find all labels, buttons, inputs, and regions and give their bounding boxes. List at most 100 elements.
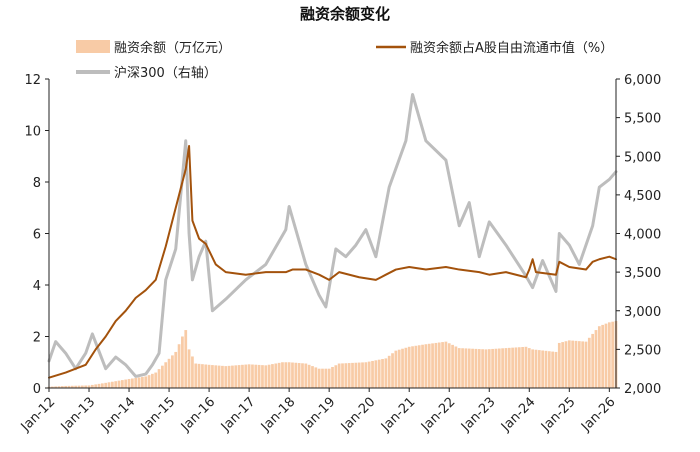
balance-bar <box>427 343 431 388</box>
x-tick-label: Jan-24 <box>498 395 539 436</box>
balance-bar <box>347 363 351 388</box>
balance-bar <box>411 346 414 388</box>
balance-bar <box>554 351 558 388</box>
x-tick-label: Jan-19 <box>298 395 339 436</box>
balance-bar <box>481 349 484 388</box>
balance-bar <box>201 364 204 388</box>
left-tick-label: 12 <box>24 73 41 88</box>
x-tick-label: Jan-21 <box>378 395 419 436</box>
x-tick-label: Jan-15 <box>138 395 179 436</box>
balance-bar <box>384 358 388 388</box>
ratio-line <box>48 144 617 379</box>
balance-bar <box>261 365 264 388</box>
x-tick-label: Jan-20 <box>338 395 379 436</box>
balance-bar <box>351 362 354 388</box>
balance-bar <box>211 365 214 388</box>
left-tick-label: 2 <box>33 331 41 346</box>
axes <box>48 79 617 389</box>
balance-bar <box>591 333 595 388</box>
balance-bar <box>357 362 361 388</box>
x-tick-label: Jan-16 <box>178 395 219 436</box>
balance-bar <box>514 347 518 388</box>
balance-bar <box>337 363 341 388</box>
balance-bar <box>164 362 168 388</box>
chart-title: 融资余额变化 <box>300 5 390 23</box>
balance-bar <box>394 350 398 388</box>
left-axis-ticks: 0 2 4 6 8 10 12 <box>24 73 49 397</box>
x-tick-label: Jan-13 <box>58 395 99 436</box>
x-tick-label: Jan-23 <box>458 395 499 436</box>
balance-bar <box>187 349 191 389</box>
balance-bar <box>114 381 118 388</box>
balance-bar <box>551 351 554 388</box>
balance-bar <box>274 363 278 388</box>
balance-bar <box>334 365 338 388</box>
legend-swatch-bar <box>76 40 110 53</box>
balance-bar <box>491 348 494 388</box>
balance-bar <box>597 326 601 388</box>
balance-bar <box>214 365 218 388</box>
balance-bar <box>277 362 281 388</box>
balance-bar <box>354 362 358 388</box>
balance-bar <box>464 348 468 388</box>
right-tick-label: 2,000 <box>624 382 661 397</box>
balance-bar <box>447 343 451 388</box>
balance-bar <box>444 341 448 388</box>
left-tick-label: 4 <box>33 279 41 294</box>
balance-bar <box>564 341 568 388</box>
balance-bar <box>584 341 588 388</box>
balance-bar <box>424 344 428 388</box>
balance-bar <box>497 348 501 388</box>
balance-bar <box>457 348 461 388</box>
balance-bar <box>144 376 148 388</box>
balance-bar <box>397 349 401 388</box>
legend-label-index: 沪深300（右轴） <box>114 65 217 81</box>
balance-bar <box>191 356 194 388</box>
legend-label-bar: 融资余额（万亿元） <box>114 40 231 56</box>
balance-bar <box>391 353 394 388</box>
legend-label-ratio: 融资余额占A股自由流通市值（%） <box>410 40 613 56</box>
balance-bar <box>581 341 585 388</box>
x-tick-label: Jan-18 <box>258 395 299 436</box>
balance-bar <box>311 366 314 388</box>
balance-bar <box>517 347 521 388</box>
balance-bar <box>181 336 184 388</box>
right-tick-label: 5,000 <box>624 150 661 165</box>
balance-bar <box>534 349 538 388</box>
balance-bar <box>484 349 488 389</box>
left-tick-label: 10 <box>24 125 41 140</box>
balance-bar <box>161 365 164 388</box>
balance-bar <box>241 364 244 388</box>
balance-bar <box>221 365 224 388</box>
balance-bar <box>174 351 178 388</box>
x-tick-label: Jan-26 <box>578 395 619 436</box>
balance-bar <box>204 364 208 388</box>
balance-bar <box>367 361 371 388</box>
balance-bar <box>441 342 444 388</box>
balance-bar <box>507 347 511 388</box>
balance-bar <box>341 363 344 388</box>
balance-bar <box>227 365 231 388</box>
balance-bar <box>611 321 615 388</box>
balance-bar <box>524 346 528 388</box>
balance-bar <box>287 362 291 388</box>
balance-bar <box>121 380 124 388</box>
balance-bar <box>314 367 318 388</box>
balance-bar <box>194 363 198 388</box>
series-balance-bars <box>47 321 618 389</box>
balance-bar <box>371 360 374 388</box>
balance-bar <box>271 364 274 388</box>
balance-bar <box>511 347 514 388</box>
balance-bar <box>97 383 101 388</box>
balance-bar <box>297 363 301 388</box>
balance-bar <box>264 365 268 388</box>
balance-bar <box>207 364 211 388</box>
balance-bar <box>244 364 248 388</box>
balance-bar <box>521 347 524 388</box>
balance-bar <box>567 340 571 388</box>
right-tick-label: 3,500 <box>624 266 661 281</box>
x-tick-label: Jan-17 <box>218 395 259 436</box>
balance-bar <box>461 348 464 388</box>
